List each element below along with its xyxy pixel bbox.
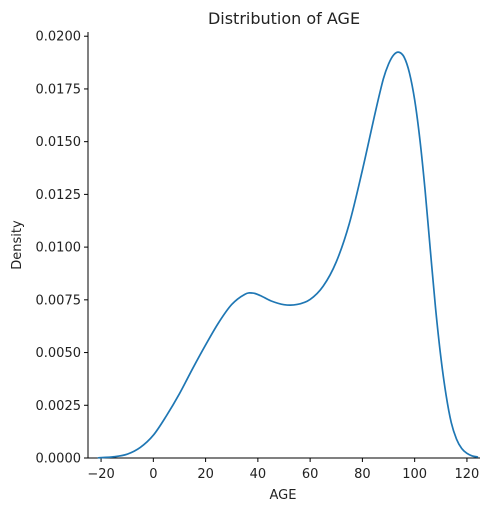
x-tick-label: 40 bbox=[250, 467, 267, 482]
y-tick-label: 0.0175 bbox=[36, 82, 82, 97]
x-ticks: −20 0 20 40 60 80 100 120 bbox=[87, 458, 479, 482]
y-tick-label: 0.0000 bbox=[36, 452, 82, 467]
x-axis-title: AGE bbox=[270, 488, 297, 503]
y-tick-label: 0.0200 bbox=[36, 30, 82, 45]
y-tick-label: 0.0025 bbox=[36, 399, 82, 414]
y-tick-label: 0.0125 bbox=[36, 188, 82, 203]
y-ticks: 0.0000 0.0025 0.0050 0.0075 0.0100 0.0125 0.01… bbox=[36, 30, 88, 467]
y-tick-label: 0.0050 bbox=[36, 346, 82, 361]
x-tick-label: 0 bbox=[149, 467, 157, 482]
x-tick-label: 100 bbox=[402, 467, 427, 482]
x-tick-label: 60 bbox=[302, 467, 319, 482]
y-tick-label: 0.0150 bbox=[36, 135, 82, 150]
y-tick-label: 0.0075 bbox=[36, 293, 82, 308]
y-axis-title: Density bbox=[10, 220, 25, 270]
x-tick-label: 20 bbox=[197, 467, 214, 482]
x-tick-label: 120 bbox=[455, 467, 480, 482]
x-tick-label: −20 bbox=[87, 467, 114, 482]
x-tick-label: 80 bbox=[354, 467, 371, 482]
y-tick-label: 0.0100 bbox=[36, 241, 82, 256]
density-curve bbox=[97, 51, 479, 459]
chart-title: Distribution of AGE bbox=[208, 9, 360, 28]
